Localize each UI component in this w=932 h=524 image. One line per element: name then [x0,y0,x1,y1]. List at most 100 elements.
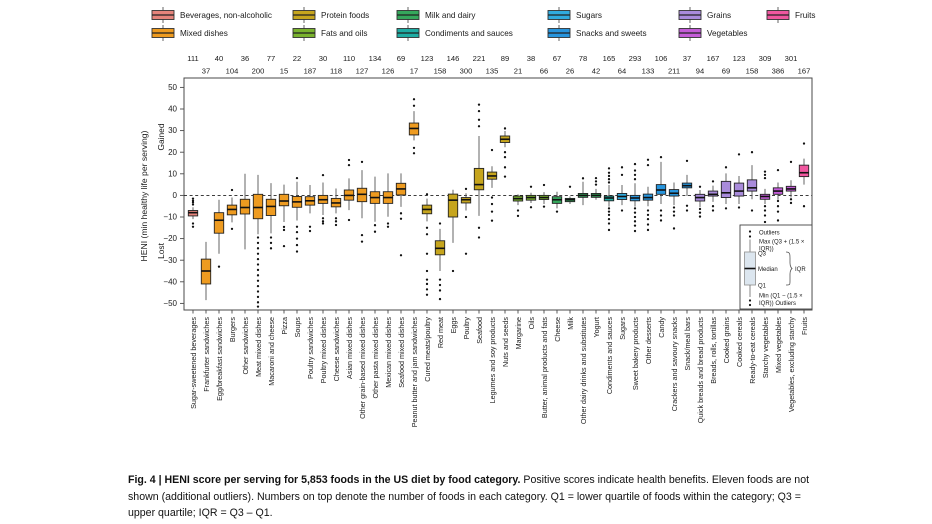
outlier-dot [477,236,481,239]
outlier-dot [321,222,325,225]
outlier-dot [737,206,741,209]
count-frankfurter-sandwiches: 37 [202,67,210,76]
outlier-dot [477,125,481,128]
outlier-dot [711,205,715,208]
count-meat-mixed-dishes: 200 [252,67,265,76]
outlier-dot [256,295,260,299]
count-legumes-and-soy-products: 135 [486,67,499,76]
count-nuts-and-seeds: 89 [501,54,509,63]
outlier-dot [191,225,195,228]
iqr-box [746,179,758,192]
caption-text: Positive scores indicate health benefits… [128,474,810,519]
outlier-dot [789,198,793,201]
iqr-box [447,193,459,218]
boxplot-cheese: Cheese [551,191,563,342]
y-tick-label: 40 [168,105,177,114]
outlier-dot [503,156,507,159]
outlier-dot [607,222,611,225]
boxplot-mexican-mixed-dishes: Mexican mixed dishes [382,173,394,388]
x-label: Nuts and seeds [501,317,510,367]
outlier-dot [659,214,663,217]
x-label: Soups [293,317,302,338]
category-counts: 1113740104362007715221873011811012713412… [187,54,810,76]
inset-label-max: Max (Q3 + (1.5 × [759,240,805,246]
x-label: Candy [657,317,666,338]
outlier-dot [776,219,780,222]
count-soups: 22 [293,54,301,63]
outlier-dot [425,293,429,296]
outlier-dot [412,104,416,107]
outlier-dot [633,178,637,181]
legend-label: Sugars [576,11,602,20]
outlier-dot [659,209,663,212]
count-oils: 38 [527,54,535,63]
count-pizza: 15 [280,67,288,76]
boxplot-ready-to-eat-cereals: Ready-to-eat cereals [746,151,758,384]
outlier-dot [802,205,806,208]
boxplot-legumes-and-soy-products: Legumes and soy products [486,148,498,404]
outlier-dot [425,193,429,196]
y-tick-label: −30 [163,256,177,265]
outlier-dot [685,159,689,162]
boxplot-other-sandwiches: Other sandwiches [239,173,251,375]
outlier-dot [360,160,364,164]
outlier-dot [698,207,702,211]
boxplot-seafood: Seafood [473,103,485,344]
y-tick-label: −50 [163,299,177,308]
outlier-dot [763,205,767,208]
outlier-dot [646,164,650,167]
outlier-dot [464,215,468,219]
legend-item-mixed-dishes: Mixed dishes [151,25,228,41]
iqr-box [213,212,225,234]
count-burgers: 104 [226,67,239,76]
outlier-dot [503,127,507,130]
boxplots: Sugar-sweetened beverages Frankfurter san… [187,98,810,427]
legend-item-snacks-and-sweets: Snacks and sweets [547,25,647,41]
boxplot-starchy-vegetables: Starchy vegetables [759,170,771,378]
outlier-dot [763,176,767,180]
outlier-dot [386,225,390,228]
boxplot-butter-animal-products-and-fats: Butter, animal products and fats [538,183,550,418]
outlier-dot [438,278,442,281]
outlier-dot [256,247,260,250]
outlier-dot [763,170,767,173]
outlier-dot [607,178,611,181]
x-label: Mexican mixed dishes [384,317,393,388]
outlier-dot [477,118,481,121]
outlier-dot [191,197,195,200]
boxplot-margarine: Margarine [512,194,524,349]
outlier-dot [607,171,611,174]
x-label: Legumes and soy products [488,317,497,404]
iqr-box [278,193,290,207]
boxplot-oils: Oils [525,185,537,329]
outlier-dot [607,174,611,178]
outlier-dot [256,236,260,239]
outlier-dot [347,218,351,222]
outlier-dot [633,224,637,227]
iqr-box [798,164,810,178]
outlier-dot [607,210,611,213]
count-cheese: 67 [553,54,561,63]
outlier-dot [698,211,702,214]
outlier-dot [659,156,663,159]
outlier-dot [256,279,260,282]
legend-item-fruits: Fruits [766,7,815,23]
outlier-dot [438,297,442,301]
outlier-dot [633,173,637,177]
x-label: Butter, animal products and fats [540,317,549,418]
outlier-dot [633,215,637,219]
outlier-dot [373,230,377,233]
outlier-dot [438,283,442,287]
count-butter-animal-products-and-fats: 66 [540,67,548,76]
count-quick-breads-and-bread-products: 94 [696,67,704,76]
count-cheese-sandwiches: 118 [330,67,342,76]
outlier-dot [594,183,598,186]
boxplot-cooked-grains: Cooked grains [720,166,732,363]
outlier-dot [633,162,637,166]
outlier-dot [399,254,403,257]
outlier-dot [230,227,234,231]
outlier-dot [269,247,273,250]
outlier-dot [594,180,598,183]
inset-iqr-brace [785,251,793,286]
outlier-dot [607,213,611,216]
